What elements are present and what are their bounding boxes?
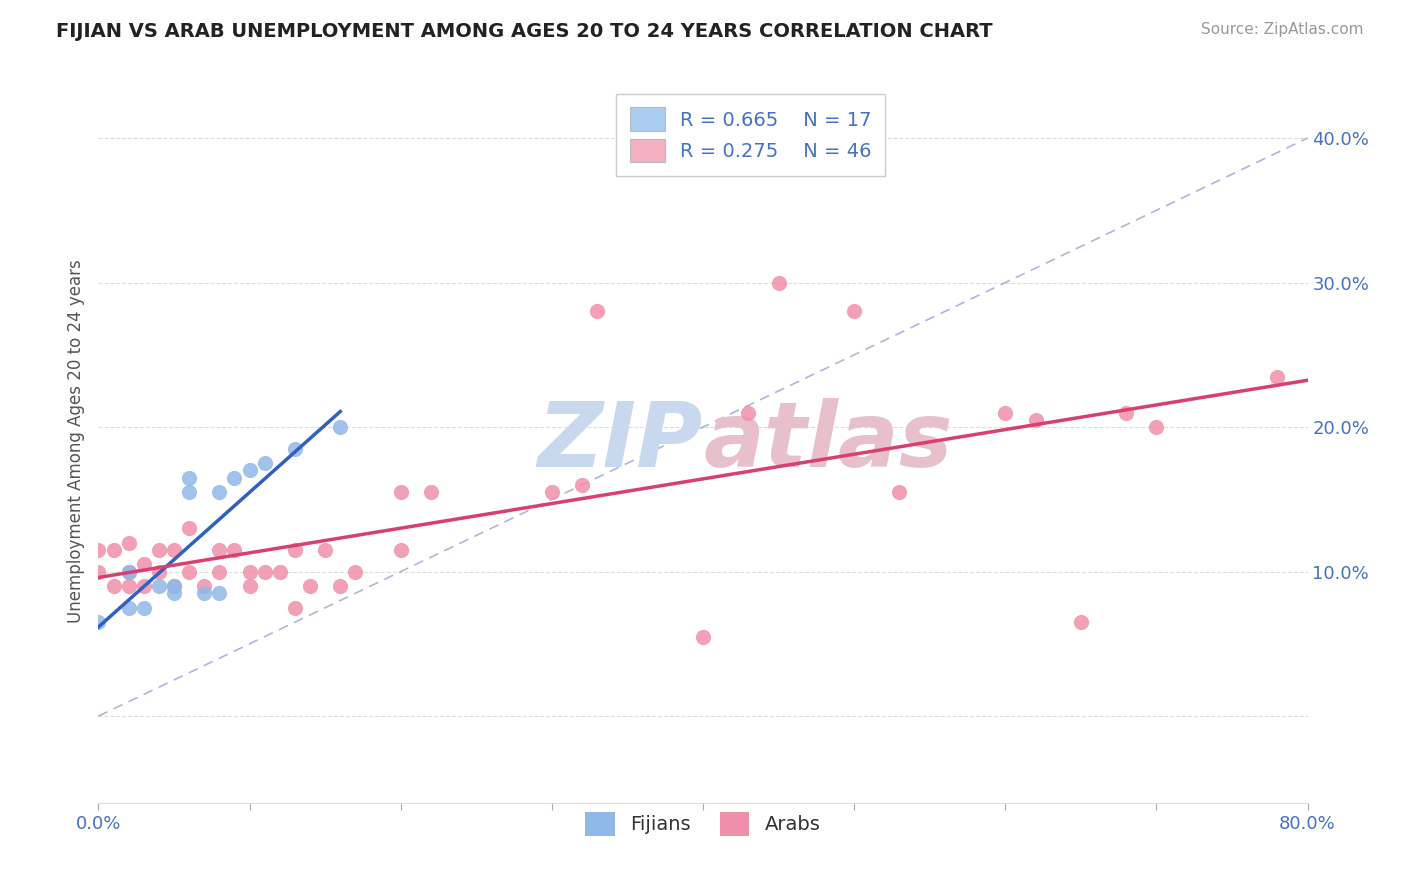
Point (132, 600, 155, 615)
Point (253, 456, 276, 470)
Point (208, 586, 231, 600)
Point (208, 485, 231, 500)
Point (284, 600, 307, 615)
Point (163, 579, 186, 593)
Point (571, 478, 593, 492)
Point (103, 579, 125, 593)
Point (692, 630, 714, 644)
Point (118, 565, 141, 579)
Point (118, 565, 141, 579)
Point (239, 579, 262, 593)
Point (179, 485, 201, 500)
Point (239, 565, 262, 579)
Point (179, 470, 201, 484)
Point (224, 470, 246, 484)
Point (586, 304, 609, 318)
Point (344, 565, 367, 579)
Point (208, 542, 231, 557)
Point (284, 542, 307, 557)
Point (889, 485, 911, 500)
Point (118, 535, 141, 549)
Y-axis label: Unemployment Among Ages 20 to 24 years: Unemployment Among Ages 20 to 24 years (66, 260, 84, 624)
Point (1024, 413, 1046, 427)
Point (87, 542, 110, 557)
Legend: Fijians, Arabs: Fijians, Arabs (578, 805, 828, 844)
Point (148, 542, 170, 557)
Point (208, 565, 231, 579)
Point (118, 579, 141, 593)
Point (329, 579, 352, 593)
Point (132, 558, 155, 572)
Point (163, 586, 186, 600)
Point (737, 406, 759, 420)
Text: ZIP: ZIP (537, 398, 703, 485)
Point (179, 521, 201, 535)
Point (1267, 369, 1289, 384)
Point (103, 542, 125, 557)
Point (239, 463, 262, 477)
Point (193, 586, 215, 600)
Point (253, 565, 276, 579)
Point (269, 565, 291, 579)
Text: Source: ZipAtlas.com: Source: ZipAtlas.com (1201, 22, 1364, 37)
Point (540, 485, 562, 500)
Point (132, 579, 155, 593)
Point (844, 304, 866, 318)
Point (87, 615, 110, 630)
Point (389, 542, 412, 557)
Point (1115, 406, 1137, 420)
Point (299, 579, 322, 593)
Point (329, 420, 352, 434)
Point (1070, 615, 1092, 630)
Point (148, 565, 170, 579)
Point (314, 542, 336, 557)
Point (389, 485, 412, 500)
Point (118, 600, 141, 615)
Text: atlas: atlas (703, 398, 952, 485)
Point (420, 485, 443, 500)
Point (87, 565, 110, 579)
Point (224, 542, 246, 557)
Point (163, 579, 186, 593)
Text: FIJIAN VS ARAB UNEMPLOYMENT AMONG AGES 20 TO 24 YEARS CORRELATION CHART: FIJIAN VS ARAB UNEMPLOYMENT AMONG AGES 2… (56, 22, 993, 41)
Point (148, 579, 170, 593)
Point (284, 442, 307, 456)
Point (163, 542, 186, 557)
Point (193, 579, 215, 593)
Point (994, 406, 1017, 420)
Point (768, 276, 790, 290)
Point (179, 565, 201, 579)
Point (1144, 420, 1167, 434)
